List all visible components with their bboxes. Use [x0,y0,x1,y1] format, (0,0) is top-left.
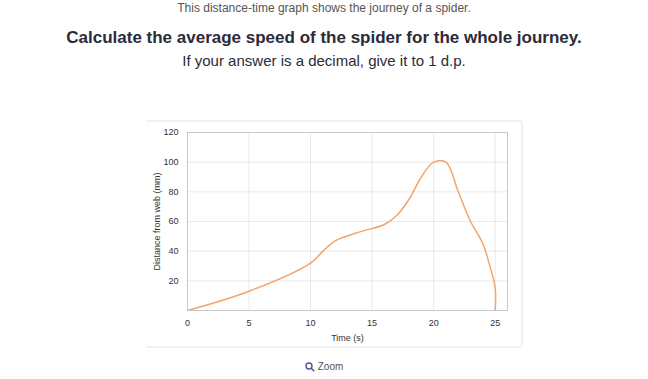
html-text:This distance-time graph shows: This distance-time graph shows the journ… [177,1,471,15]
svg-text:0: 0 [185,318,190,328]
svg-text:80: 80 [168,187,178,197]
svg-text:100: 100 [163,157,178,167]
svg-text:Distance from web (mm): Distance from web (mm) [152,172,162,270]
html-text:Calculate the average speed of: Calculate the average speed of the spide… [66,28,582,47]
svg-text:Time (s): Time (s) [331,333,364,343]
svg-text:25: 25 [490,318,500,328]
svg-text:20: 20 [168,276,178,286]
svg-text:15: 15 [367,318,377,328]
html-text:If your answer is a decimal, g: If your answer is a decimal, give it to … [182,52,466,69]
svg-text:10: 10 [306,318,316,328]
svg-text:20: 20 [429,318,439,328]
svg-text:40: 40 [168,246,178,256]
svg-text:60: 60 [168,216,178,226]
svg-text:120: 120 [163,127,178,137]
html-text:Zoom: Zoom [317,361,344,372]
svg-text:5: 5 [247,318,252,328]
